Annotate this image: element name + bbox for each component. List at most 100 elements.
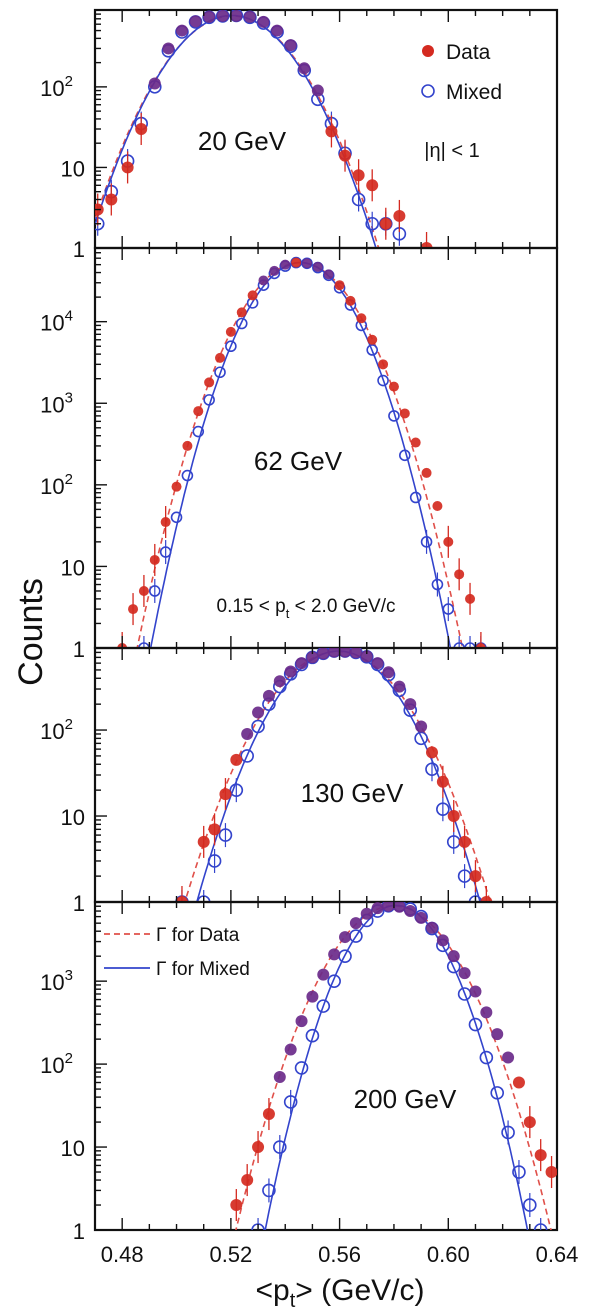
mixed-point xyxy=(251,719,265,734)
data-point xyxy=(345,295,356,306)
data-point xyxy=(328,948,341,961)
data-point xyxy=(203,10,216,23)
data-point xyxy=(393,680,406,693)
data-point xyxy=(295,657,308,670)
data-point xyxy=(480,896,493,902)
x-tick-label: 0.60 xyxy=(427,1242,470,1267)
data-point xyxy=(454,569,465,580)
mixed-point xyxy=(420,536,433,548)
mixed-point xyxy=(181,469,194,482)
data-point xyxy=(135,123,148,135)
legend-mixed-marker xyxy=(421,84,435,98)
data-point xyxy=(382,666,395,679)
mixed-point xyxy=(159,546,172,558)
data-point xyxy=(252,706,265,719)
legend-fits: Γ for Data Γ for Mixed xyxy=(104,925,250,980)
data-point xyxy=(291,257,302,268)
y-tick-label-base: 10 xyxy=(40,970,64,995)
y-tick-label-base: 10 xyxy=(40,474,64,499)
x-tick-label: 0.52 xyxy=(209,1242,252,1267)
data-point xyxy=(262,1108,275,1121)
mixed-point xyxy=(436,802,450,817)
panel-energy-label: 130 GeV xyxy=(301,778,404,808)
data-point xyxy=(306,651,319,664)
data-point xyxy=(378,359,389,370)
data-point xyxy=(138,585,149,596)
data-point xyxy=(171,481,182,492)
y-tick-label: 102 xyxy=(40,716,73,744)
mixed-point xyxy=(305,1028,320,1043)
y-tick-label: 103 xyxy=(40,389,73,417)
mixed-point xyxy=(366,344,379,356)
data-point xyxy=(443,536,454,547)
x-axis-label-sub: t xyxy=(290,1290,296,1312)
data-point xyxy=(273,675,286,688)
data-point xyxy=(491,1028,504,1041)
data-point xyxy=(247,290,258,301)
y-tick-label-exp: 2 xyxy=(65,73,73,90)
y-tick-label: 1 xyxy=(73,237,85,262)
mixed-point xyxy=(464,642,476,648)
data-point xyxy=(436,934,449,947)
mixed-point xyxy=(377,374,389,387)
panel-energy-label: 200 GeV xyxy=(354,1084,457,1114)
y-tick-label-exp: 2 xyxy=(65,1050,73,1067)
data-point xyxy=(465,593,476,604)
mixed-point xyxy=(192,425,205,438)
data-point xyxy=(182,440,193,451)
data-point xyxy=(236,307,247,318)
pt-cut-annotation: 0.15 < pt < 2.0 GeV/c xyxy=(217,596,396,621)
data-point xyxy=(388,381,399,392)
panel-frame xyxy=(93,900,559,1232)
data-point xyxy=(502,1051,515,1064)
data-point xyxy=(121,161,134,174)
mixed-point xyxy=(351,192,366,207)
data-point xyxy=(356,313,367,324)
mixed-point xyxy=(272,1140,287,1154)
x-tick-label: 0.56 xyxy=(318,1242,361,1267)
y-tick-label-base: 10 xyxy=(40,392,64,417)
data-point xyxy=(148,77,161,90)
y-tick-label-base: 10 xyxy=(40,719,64,744)
data-point xyxy=(241,727,254,740)
mixed-point xyxy=(365,216,380,231)
y-tick-label-base: 1 xyxy=(73,237,85,262)
mixed-point xyxy=(501,1125,515,1140)
data-point xyxy=(393,209,406,222)
pt-cut-tail: < 2.0 GeV/c xyxy=(289,596,395,617)
data-point xyxy=(458,835,471,848)
legend-mixed-label: Mixed xyxy=(446,81,502,104)
y-tick-label: 102 xyxy=(40,471,73,499)
data-point xyxy=(262,689,275,702)
data-point xyxy=(271,24,284,37)
data-point xyxy=(312,261,323,272)
mixed-point xyxy=(229,783,244,797)
data-point xyxy=(447,810,460,823)
data-point xyxy=(306,990,319,1003)
data-point xyxy=(323,269,334,280)
data-point xyxy=(105,193,118,206)
mixed-point xyxy=(425,762,439,777)
data-point xyxy=(425,921,438,934)
legend-data-fit-label: Γ for Data xyxy=(156,925,240,946)
data-point xyxy=(219,788,232,801)
mixed-point xyxy=(294,1061,309,1075)
data-point xyxy=(469,985,482,998)
y-tick-label: 10 xyxy=(61,805,85,830)
data-point xyxy=(349,917,362,930)
y-tick-label-base: 10 xyxy=(40,76,64,101)
mixed-point xyxy=(453,642,465,648)
data-point xyxy=(367,334,378,345)
legend-data-marker xyxy=(422,45,434,57)
data-point xyxy=(415,911,428,924)
data-point xyxy=(360,650,373,663)
data-point xyxy=(230,1199,243,1212)
data-point xyxy=(334,280,345,291)
data-point xyxy=(189,15,202,28)
pt-cut-sub: t xyxy=(286,606,290,621)
mixed-point xyxy=(327,974,341,988)
panel-plot-area xyxy=(117,256,487,648)
